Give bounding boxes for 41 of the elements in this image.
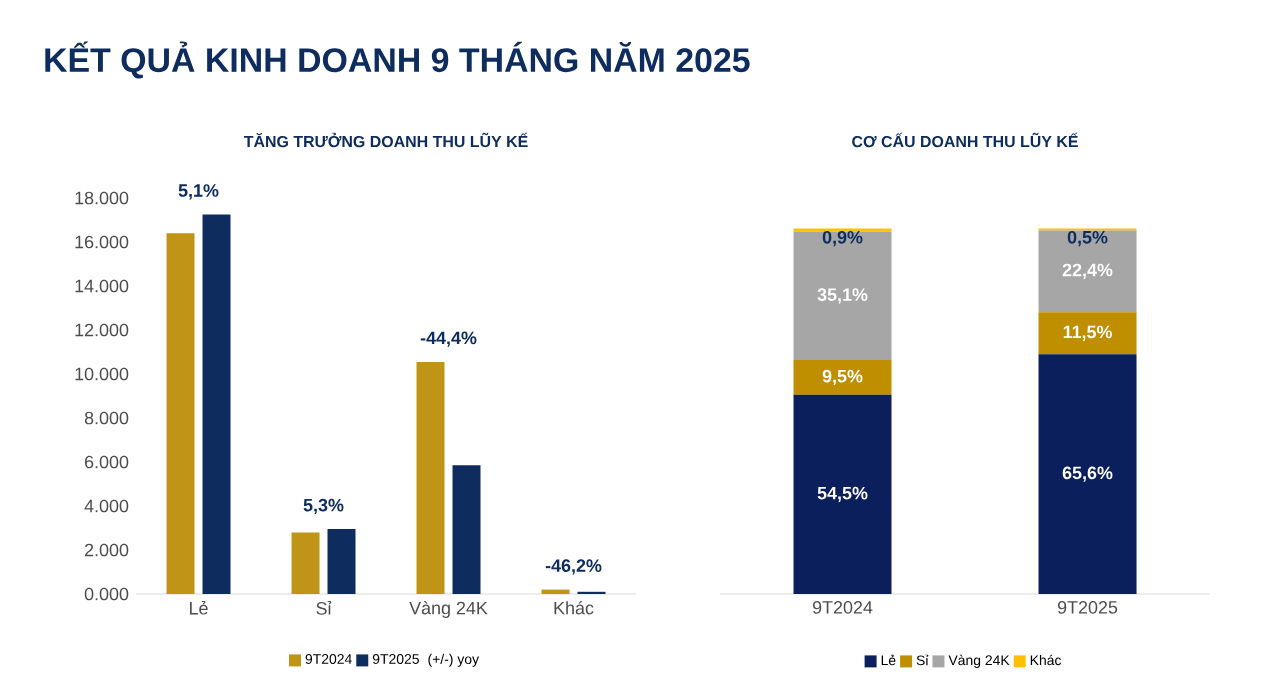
bar: [452, 465, 481, 594]
bar: [1038, 354, 1137, 594]
bar: [793, 360, 892, 395]
bar: [793, 394, 892, 594]
bar: [1038, 312, 1137, 355]
y-tick-label: 10.000: [75, 367, 129, 381]
y-tick-label: 6.000: [85, 455, 129, 469]
data-label: 11,5%: [1063, 325, 1112, 341]
x-tick-label: 9T2025: [1057, 601, 1118, 614]
data-label: 0,5%: [1067, 230, 1108, 247]
y-tick-label: 4.000: [84, 499, 129, 513]
y-tick-label: 2.000: [85, 543, 129, 557]
data-label: 54,5%: [817, 486, 868, 503]
bar: [202, 214, 231, 594]
y-tick-label: 8.000: [84, 411, 129, 425]
x-tick-label: Lẻ: [190, 601, 208, 615]
bar: [1038, 230, 1137, 313]
x-tick-label: Khác: [554, 601, 594, 615]
bar: [166, 233, 195, 594]
data-label: 35,1%: [817, 288, 868, 304]
annotation: 5,1%: [178, 184, 219, 200]
data-label: 0,9%: [822, 230, 863, 247]
bar: [291, 532, 320, 594]
x-tick-label: Vàng 24K: [409, 601, 488, 618]
annotation: -44,4%: [420, 331, 477, 347]
y-tick-label: 12.000: [75, 323, 129, 337]
annotation: -46,2%: [545, 559, 602, 575]
annotation: 5,3%: [303, 498, 344, 515]
x-tick-label: Sỉ: [316, 601, 332, 615]
y-tick-label: 18.000: [75, 191, 129, 205]
y-tick-label: 14.000: [75, 279, 129, 293]
data-label: 65,6%: [1062, 466, 1113, 482]
bar: [416, 361, 445, 594]
data-label: 9,5%: [822, 369, 863, 386]
y-tick-label: 16.000: [75, 235, 129, 249]
y-tick-label: 0.000: [84, 587, 129, 601]
data-label: 22,4%: [1062, 263, 1113, 279]
bar: [327, 529, 356, 594]
chart-title: KẾT QUẢ KINH DOANH 9 THÁNG NĂM 2025: [45, 41, 750, 79]
bar: [793, 231, 892, 361]
x-tick-label: 9T2024: [812, 601, 873, 614]
